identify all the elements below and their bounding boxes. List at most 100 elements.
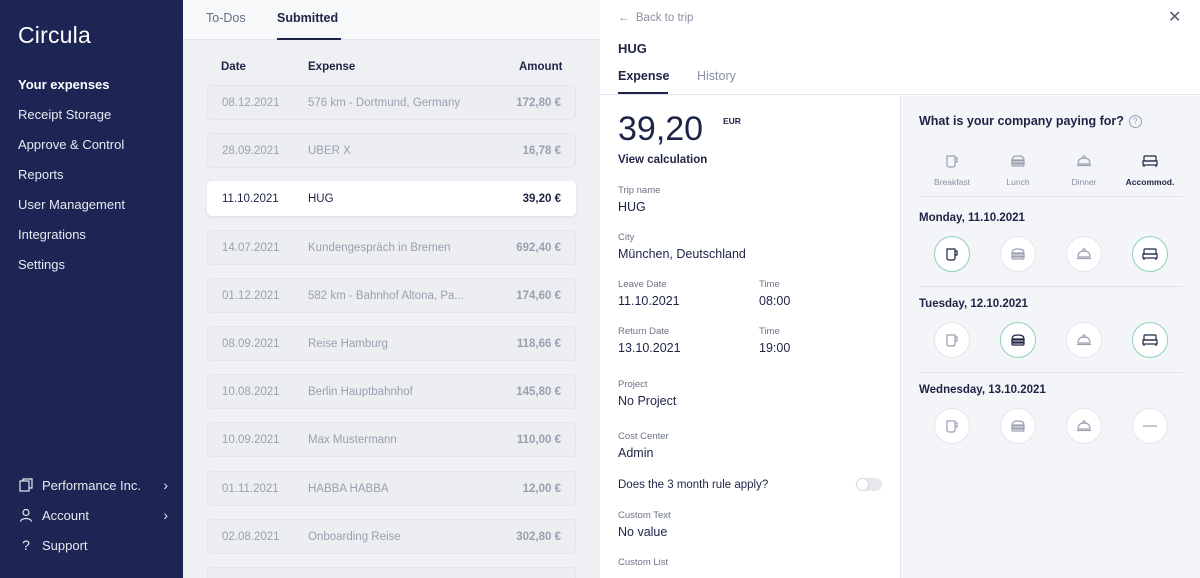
nav-reports[interactable]: Reports bbox=[18, 167, 64, 182]
tab-expense[interactable]: Expense bbox=[618, 69, 670, 83]
cloche-icon bbox=[1075, 245, 1093, 263]
cup-icon bbox=[943, 331, 961, 349]
column-header-amount[interactable]: Amount bbox=[519, 61, 563, 73]
row-amount: 172,80 € bbox=[516, 97, 561, 109]
row-date: 02.08.2021 bbox=[222, 530, 280, 543]
bed-icon bbox=[1141, 152, 1159, 170]
nav-integrations[interactable]: Integrations bbox=[18, 227, 86, 242]
return-date-label: Return Date bbox=[618, 326, 670, 337]
detail-header: ← Back to trip ✕ HUG Expense History bbox=[600, 0, 1200, 95]
burger-icon bbox=[1009, 245, 1027, 263]
meal-header-lunch[interactable]: Lunch bbox=[985, 152, 1051, 187]
arrow-left-icon: ← bbox=[618, 12, 630, 24]
meal-toggle-dinner[interactable] bbox=[1066, 322, 1102, 358]
meal-toggle-lunch[interactable] bbox=[1000, 322, 1036, 358]
return-time-value: 19:00 bbox=[759, 341, 791, 355]
row-amount: 118,66 € bbox=[516, 338, 561, 350]
row-date: 01.11.2021 bbox=[222, 482, 279, 495]
company-switcher[interactable]: Performance Inc. › bbox=[18, 477, 168, 493]
meal-label: Dinner bbox=[1071, 177, 1097, 187]
meal-header-dinner[interactable]: Dinner bbox=[1051, 152, 1117, 187]
meal-toggle-dinner[interactable] bbox=[1066, 236, 1102, 272]
table-row[interactable]: 10.09.2021 Max Mustermann 110,00 € bbox=[207, 422, 576, 458]
table-row[interactable]: 28.09.2021 UBER X 16,78 € bbox=[207, 133, 576, 169]
expense-list-panel: To-Dos Submitted Date Expense Amount 08.… bbox=[183, 0, 600, 578]
support-label: Support bbox=[42, 537, 88, 553]
leave-time-label: Time bbox=[759, 279, 780, 290]
three-month-rule-toggle[interactable] bbox=[856, 478, 882, 491]
row-expense: HUG bbox=[308, 193, 334, 206]
divider bbox=[919, 196, 1183, 197]
row-expense: 582 km - Bahnhof Altona, Pa... bbox=[308, 289, 464, 302]
meal-toggle-breakfast[interactable] bbox=[934, 236, 970, 272]
expense-detail-panel: ← Back to trip ✕ HUG Expense History 39,… bbox=[600, 0, 1200, 578]
meal-header-breakfast[interactable]: Breakfast bbox=[919, 152, 985, 187]
row-expense: Kundengespräch in Bremen bbox=[308, 241, 451, 254]
tab-todos[interactable]: To-Dos bbox=[206, 11, 246, 25]
table-row[interactable]: 08.12.2021 576 km - Dortmund, Germany 172,… bbox=[207, 85, 576, 120]
nav-user-management[interactable]: User Management bbox=[18, 197, 125, 212]
cloche-icon bbox=[1075, 152, 1093, 170]
back-to-trip-link[interactable]: ← Back to trip bbox=[618, 12, 693, 24]
company-paying-label: What is your company paying for? bbox=[919, 114, 1124, 128]
company-paying-question: What is your company paying for? ? bbox=[919, 114, 1142, 128]
row-expense: Onboarding Reise bbox=[308, 530, 401, 543]
chevron-right-icon: › bbox=[163, 477, 168, 493]
support-link[interactable]: ? Support bbox=[18, 537, 168, 553]
close-icon[interactable]: ✕ bbox=[1168, 9, 1182, 26]
meal-toggle-breakfast[interactable] bbox=[934, 322, 970, 358]
project-label: Project bbox=[618, 379, 648, 390]
tab-submitted[interactable]: Submitted bbox=[277, 11, 339, 25]
chevron-right-icon: › bbox=[163, 507, 168, 523]
sidebar: Circula Your expenses Receipt Storage Ap… bbox=[0, 0, 183, 578]
city-label: City bbox=[618, 232, 635, 243]
nav-your-expenses[interactable]: Your expenses bbox=[18, 77, 110, 92]
help-icon[interactable]: ? bbox=[1128, 114, 1142, 128]
meal-toggle-accommod[interactable] bbox=[1132, 322, 1168, 358]
nav-settings[interactable]: Settings bbox=[18, 257, 65, 272]
table-row[interactable]: 01.12.2021 582 km - Bahnhof Altona, Pa...… bbox=[207, 277, 576, 313]
account-menu[interactable]: Account › bbox=[18, 507, 168, 523]
meal-header-accommod[interactable]: Accommod. bbox=[1117, 152, 1183, 187]
cup-icon bbox=[943, 245, 961, 263]
row-date: 08.09.2021 bbox=[222, 338, 280, 350]
view-calculation-link[interactable]: View calculation bbox=[618, 154, 708, 166]
column-header-date[interactable]: Date bbox=[221, 61, 246, 73]
nav-approve-control[interactable]: Approve & Control bbox=[18, 137, 125, 152]
cup-icon bbox=[943, 417, 961, 435]
day-title: Tuesday, 12.10.2021 bbox=[919, 298, 1028, 310]
table-row[interactable]: 01.11.2021 HABBA HABBA 12,00 € bbox=[207, 470, 576, 506]
list-tabs: To-Dos Submitted bbox=[183, 0, 600, 40]
meal-toggle-accommod[interactable] bbox=[1132, 408, 1168, 444]
burger-icon bbox=[1009, 152, 1027, 170]
meal-toggle-lunch[interactable] bbox=[1000, 408, 1036, 444]
nav-receipt-storage[interactable]: Receipt Storage bbox=[18, 107, 112, 122]
company-name: Performance Inc. bbox=[42, 477, 141, 493]
row-expense: Berlin Hauptbahnhof bbox=[308, 386, 413, 399]
table-row[interactable]: 02.08.2021 Onboarding Reise 302,80 € bbox=[207, 518, 576, 554]
cloche-icon bbox=[1075, 331, 1093, 349]
cup-icon bbox=[943, 152, 961, 170]
day-title: Wednesday, 13.10.2021 bbox=[919, 384, 1046, 396]
table-row[interactable]: 11.10.2021 HUG 39,20 € bbox=[207, 181, 576, 217]
app-logo: Circula bbox=[18, 22, 91, 48]
custom-text-value: No value bbox=[618, 525, 668, 539]
divider bbox=[919, 286, 1183, 287]
meal-toggle-accommod[interactable] bbox=[1132, 236, 1168, 272]
table-row[interactable]: 10.08.2021 Berlin Hauptbahnhof 145,80 € bbox=[207, 374, 576, 410]
table-row[interactable]: 14.07.2021 Kundengespräch in Bremen 692,40… bbox=[207, 229, 576, 265]
table-row[interactable]: 08.09.2021 Reise Hamburg 118,66 € bbox=[207, 326, 576, 361]
meal-toggle-breakfast[interactable] bbox=[934, 408, 970, 444]
meal-toggle-dinner[interactable] bbox=[1066, 408, 1102, 444]
row-date: 10.09.2021 bbox=[222, 434, 280, 447]
expense-fields: 39,20 EUR View calculation Trip name HUG… bbox=[600, 96, 900, 578]
row-expense: UBER X bbox=[308, 145, 351, 158]
bed-icon bbox=[1141, 245, 1159, 263]
column-header-expense[interactable]: Expense bbox=[308, 61, 356, 73]
meal-toggle-lunch[interactable] bbox=[1000, 236, 1036, 272]
table-row[interactable] bbox=[207, 567, 576, 578]
city-value: München, Deutschland bbox=[618, 247, 746, 261]
burger-icon bbox=[1009, 331, 1027, 349]
row-date: 28.09.2021 bbox=[222, 145, 280, 158]
tab-history[interactable]: History bbox=[697, 69, 736, 83]
